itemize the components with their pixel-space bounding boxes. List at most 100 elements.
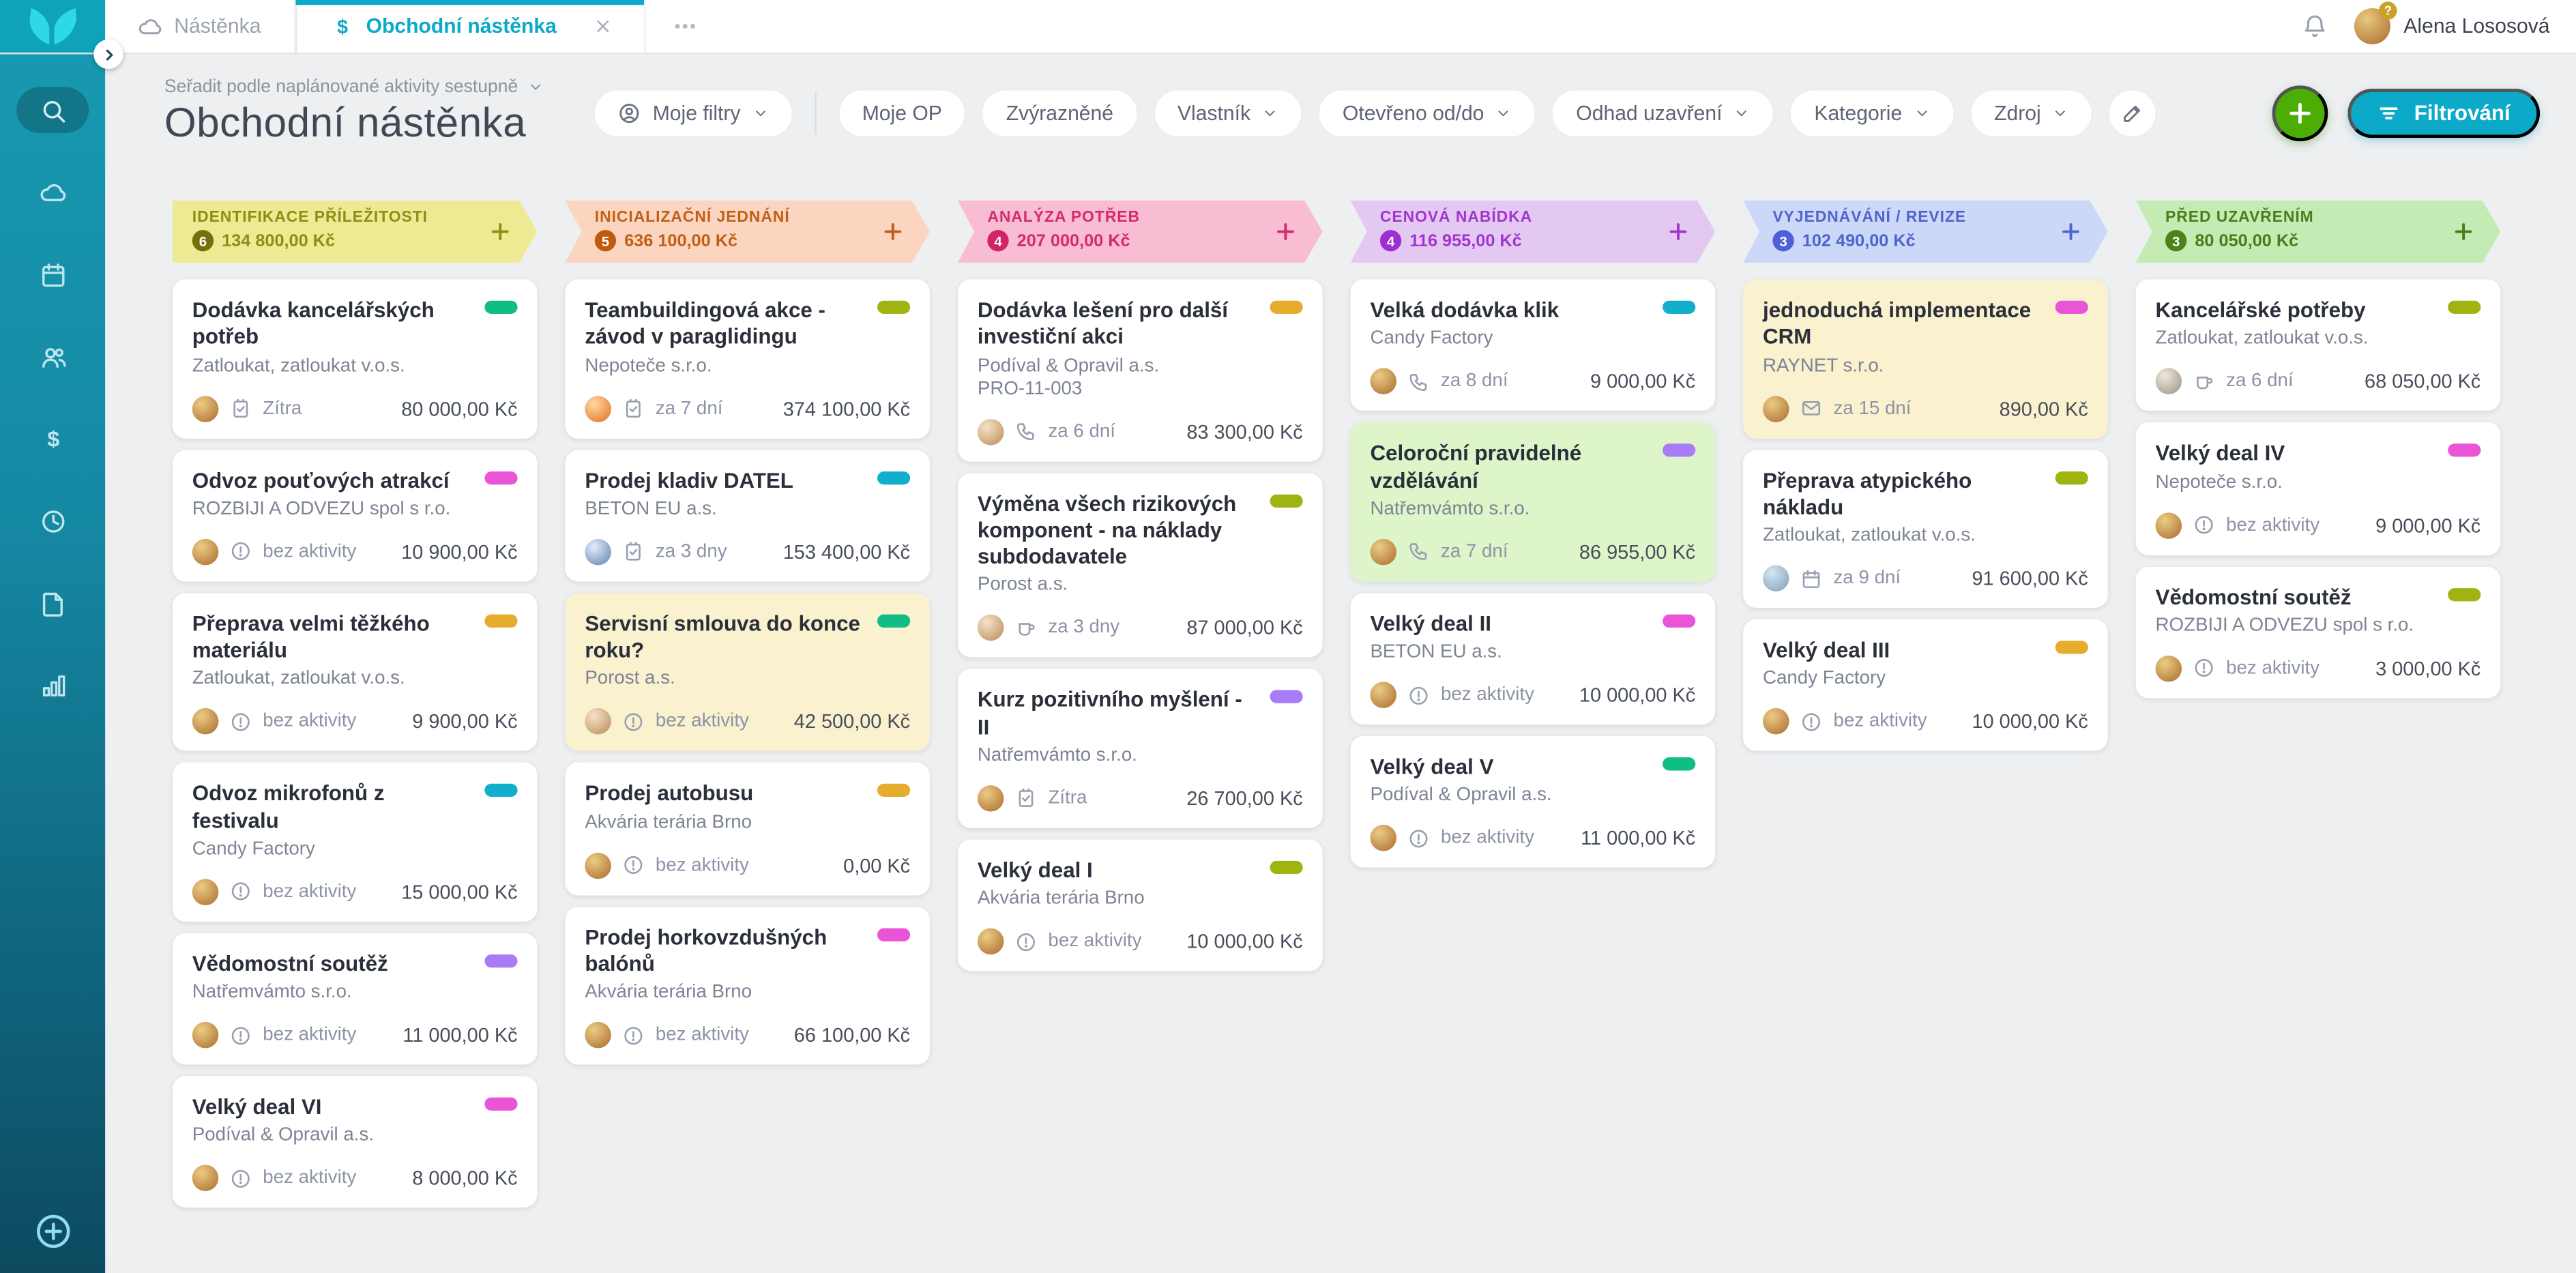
deal-card[interactable]: Teambuildingová akce - závod v paraglidi… [565,279,931,438]
sort-control[interactable]: Seřadit podle naplánované aktivity sestu… [164,77,544,97]
deal-card[interactable]: jednoduchá implementace CRM RAYNET s.r.o.… [1743,279,2108,438]
deal-card[interactable]: Prodej autobusu Akvária terária Brno bez a… [565,763,931,895]
help-badge: ? [2379,1,2397,20]
column-count-badge: 5 [595,230,616,251]
deal-card[interactable]: Vědomostní soutěž Natřemvámto s.r.o. bez a… [172,933,538,1065]
filter-pill-zdroj[interactable]: Zdroj [1969,87,2094,138]
sidebar-add-button[interactable] [33,1212,71,1250]
add-deal-button[interactable] [2272,85,2329,141]
column-header[interactable]: INICIALIZAČNÍ JEDNÁNÍ 5 636 100,00 Kč [565,201,930,263]
deal-company: Natřemvámto s.r.o. [1370,499,1530,519]
deal-card[interactable]: Velký deal II BETON EU a.s. bez aktivity 10… [1350,592,1716,725]
add-card-button[interactable] [490,221,511,242]
column-cards: Dodávka kancelářských potřeb Zatloukat, z… [172,279,538,1208]
alert-icon [230,711,251,732]
deal-card[interactable]: Kurz pozitivního myšlení - II Natřemvámto… [957,669,1323,828]
filter-pill-odhad-uzav-en-[interactable]: Odhad uzavření [1551,87,1775,138]
column-sum: 207 000,00 Kč [1016,231,1130,251]
deal-card[interactable]: Velký deal IV Nepoteče s.r.o. bez aktivity… [2135,422,2501,555]
deal-card[interactable]: Přeprava atypického nákladu Zatloukat, za… [1743,449,2108,609]
sidebar-item-documents[interactable] [16,580,89,626]
deal-card[interactable]: Celoroční pravidelné vzdělávání Natřemvám… [1350,422,1716,581]
add-card-button[interactable] [2060,221,2081,242]
deal-card[interactable]: Servisní smlouva do konce roku? Porost a.… [565,592,931,752]
dollar-icon: $ [39,425,67,453]
column-header[interactable]: IDENTIFIKACE PŘÍLEŽITOSTI 6 134 800,00 Kč [173,201,538,263]
add-card-button[interactable] [1275,221,1296,242]
column-cards: Kancelářské potřeby Zatloukat, zatloukat … [2135,279,2501,698]
sidebar-item-search[interactable] [16,87,89,134]
filtering-label: Filtrování [2414,100,2511,126]
deal-card[interactable]: Kancelářské potřeby Zatloukat, zatloukat … [2135,279,2501,411]
deal-footer: bez aktivity 3 000,00 Kč [2155,635,2480,682]
deal-title: Výměna všech rizikových komponent - na n… [977,490,1237,569]
filter-pill-zv-razn-n-[interactable]: Zvýrazněné [981,87,1139,138]
column-sum: 134 800,00 Kč [222,231,336,251]
owner-avatar [2155,512,2182,538]
filter-pill-otev-eno-od-do[interactable]: Otevřeno od/do [1317,87,1537,138]
sidebar-nav: $ [0,54,106,1273]
deal-footer: za 6 dní 68 050,00 Kč [2155,349,2480,395]
category-tag [1663,300,1696,314]
deal-company: Candy Factory [192,838,315,859]
column-header[interactable]: PŘED UZAVŘENÍM 3 80 050,00 Kč [2136,201,2501,263]
deal-card[interactable]: Velký deal I Akvária terária Brno bez akti… [957,838,1323,971]
more-tabs-button[interactable] [645,0,724,53]
sidebar-item-contacts[interactable] [16,334,89,379]
category-tag [2448,443,2481,458]
sidebar-item-reports[interactable] [16,662,89,708]
sidebar-item-history[interactable] [16,498,89,544]
deal-card[interactable]: Odvoz mikrofonů z festivalu Candy Factory… [172,763,538,922]
alert-icon [2193,658,2214,679]
category-tag [484,784,518,798]
deal-card[interactable]: Prodej horkovzdušných balónů Akvária terá… [565,906,931,1065]
filtering-button[interactable]: Filtrování [2348,87,2541,138]
owner-avatar [2155,655,2182,682]
filter-pill-kategorie[interactable]: Kategorie [1789,87,1955,138]
deal-card[interactable]: Přeprava velmi těžkého materiálu Zatlouka… [172,592,538,752]
owner-avatar [585,1021,611,1049]
user-menu[interactable]: ? Alena Lososová [2354,1,2550,45]
add-card-button[interactable] [1667,221,1688,242]
deal-company: Podíval & Opravil a.s. [1370,785,1552,806]
close-tab-icon[interactable] [594,18,611,34]
column-header[interactable]: ANALÝZA POTŘEB 4 207 000,00 Kč [958,201,1323,263]
deal-card[interactable]: Výměna všech rizikových komponent - na n… [957,472,1323,658]
column-header[interactable]: CENOVÁ NABÍDKA 4 116 955,00 Kč [1351,201,1716,263]
sidebar-expand-button[interactable] [93,39,123,70]
my-filters-button[interactable]: Moje filtry [593,87,793,138]
tab-n-st-nka[interactable]: Nástěnka [105,0,296,53]
svg-text:$: $ [46,426,59,450]
add-card-button[interactable] [2453,221,2474,242]
deal-company: RAYNET s.r.o. [1762,355,1884,376]
deal-card[interactable]: Velká dodávka klik Candy Factory za 8 dní 9… [1350,279,1716,411]
plus-circle-icon [33,1212,71,1250]
filter-pill-vlastn-k[interactable]: Vlastník [1152,87,1304,138]
add-card-button[interactable] [882,221,903,242]
sidebar-item-cloud[interactable] [16,169,89,215]
deal-card[interactable]: Velký deal V Podíval & Opravil a.s. bez ak… [1350,735,1716,868]
category-tag [484,470,518,484]
tab-obchodn-n-st-nka[interactable]: $ Obchodní nástěnka [295,0,645,53]
column-header[interactable]: VYJEDNÁVÁNÍ / REVIZE 3 102 490,00 Kč [1743,201,2108,263]
notifications-bell-icon[interactable] [2302,13,2328,40]
cloud-icon [138,14,162,38]
deal-card[interactable]: Prodej kladiv DATEL BETON EU a.s. za 3 dny… [565,449,931,581]
app-logo[interactable] [0,0,106,53]
deal-footer: Zítra 80 000,00 Kč [192,375,518,422]
edit-filters-button[interactable] [2108,87,2158,138]
deal-amount: 153 400,00 Kč [782,540,911,564]
deal-card[interactable]: Velký deal III Candy Factory bez aktivity 1… [1743,619,2108,752]
category-tag [2448,587,2481,601]
sidebar-item-deals[interactable]: $ [16,415,89,461]
deal-card[interactable]: Odvoz pouťových atrakcí ROZBIJI A ODVEZU … [172,449,538,581]
sidebar-item-calendar[interactable] [16,251,89,297]
board-column-1: IDENTIFIKACE PŘÍLEŽITOSTI 6 134 800,00 Kč D… [172,201,538,1208]
deal-card[interactable]: Dodávka lešení pro další investiční akci… [957,279,1323,461]
tab-label: Nástěnka [174,14,261,38]
filter-pill-moje-op[interactable]: Moje OP [837,87,967,138]
deal-card[interactable]: Vědomostní soutěž ROZBIJI A ODVEZU spol s… [2135,566,2501,698]
deal-card[interactable]: Velký deal VI Podíval & Opravil a.s. bez a… [172,1076,538,1208]
deal-company: BETON EU a.s. [1370,642,1502,662]
deal-card[interactable]: Dodávka kancelářských potřeb Zatloukat, z… [172,279,538,438]
